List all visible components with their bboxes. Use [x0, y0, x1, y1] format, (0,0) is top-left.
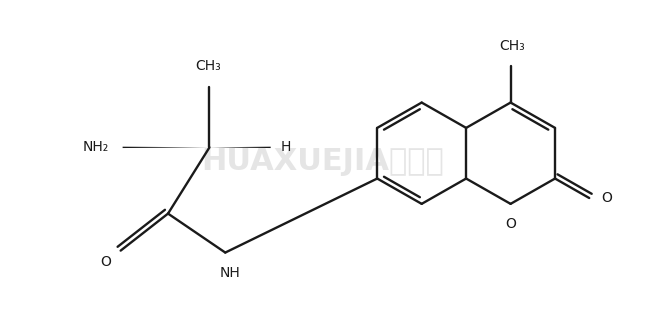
Polygon shape	[123, 147, 209, 148]
Text: NH: NH	[220, 266, 240, 280]
Text: CH₃: CH₃	[500, 39, 525, 53]
Text: CH₃: CH₃	[196, 59, 222, 73]
Text: NH₂: NH₂	[83, 140, 109, 154]
Text: O: O	[505, 217, 516, 232]
Polygon shape	[209, 147, 271, 148]
Text: O: O	[601, 191, 612, 205]
Text: HUAXUEJIA化学加: HUAXUEJIA化学加	[202, 147, 444, 175]
Text: O: O	[100, 255, 110, 270]
Text: H: H	[280, 140, 291, 154]
